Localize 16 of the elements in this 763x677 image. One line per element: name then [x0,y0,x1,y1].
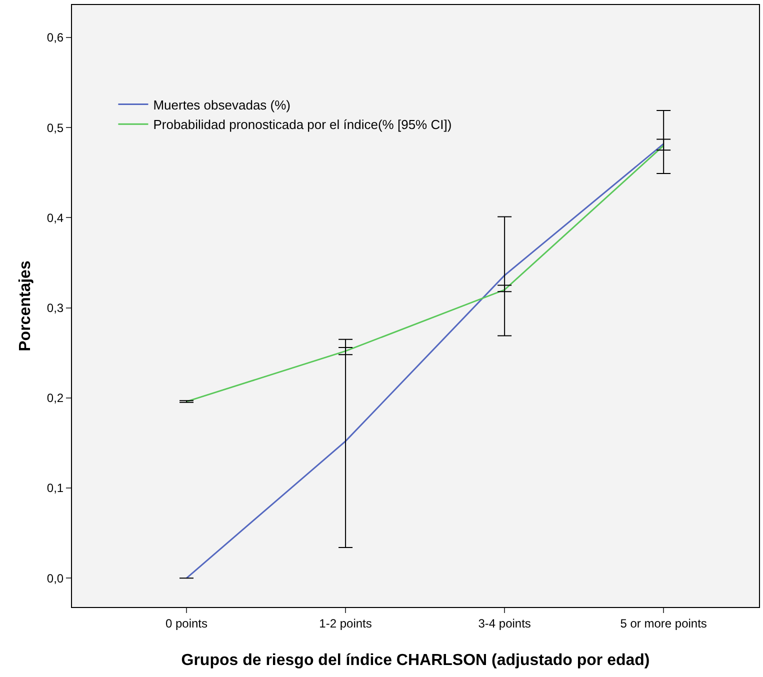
x-tick-label: 1-2 points [319,616,372,630]
y-tick-label: 0,5 [46,120,64,135]
x-tick-label: 3-4 points [478,616,531,630]
y-tick-label: 0,1 [46,481,64,496]
x-tick-label: 5 or more points [620,616,707,630]
legend-label: Probabilidad pronosticada por el índice(% [95% CI]) [153,117,452,132]
y-tick-label: 0,3 [46,301,64,315]
line-series [186,143,664,579]
y-tick-label: 0,4 [46,210,64,225]
y-tick-label: 0,0 [46,571,64,586]
y-tick-label: 0,2 [46,391,64,406]
x-tick-label: 0 points [165,616,208,630]
y-axis-title: Porcentajes [17,260,34,352]
legend-label: Muertes obsevadas (%) [153,97,290,112]
x-axis-title: Grupos de riesgo del índice CHARLSON (adjustado por edad) [181,652,650,669]
y-tick-label: 0,6 [46,30,64,45]
